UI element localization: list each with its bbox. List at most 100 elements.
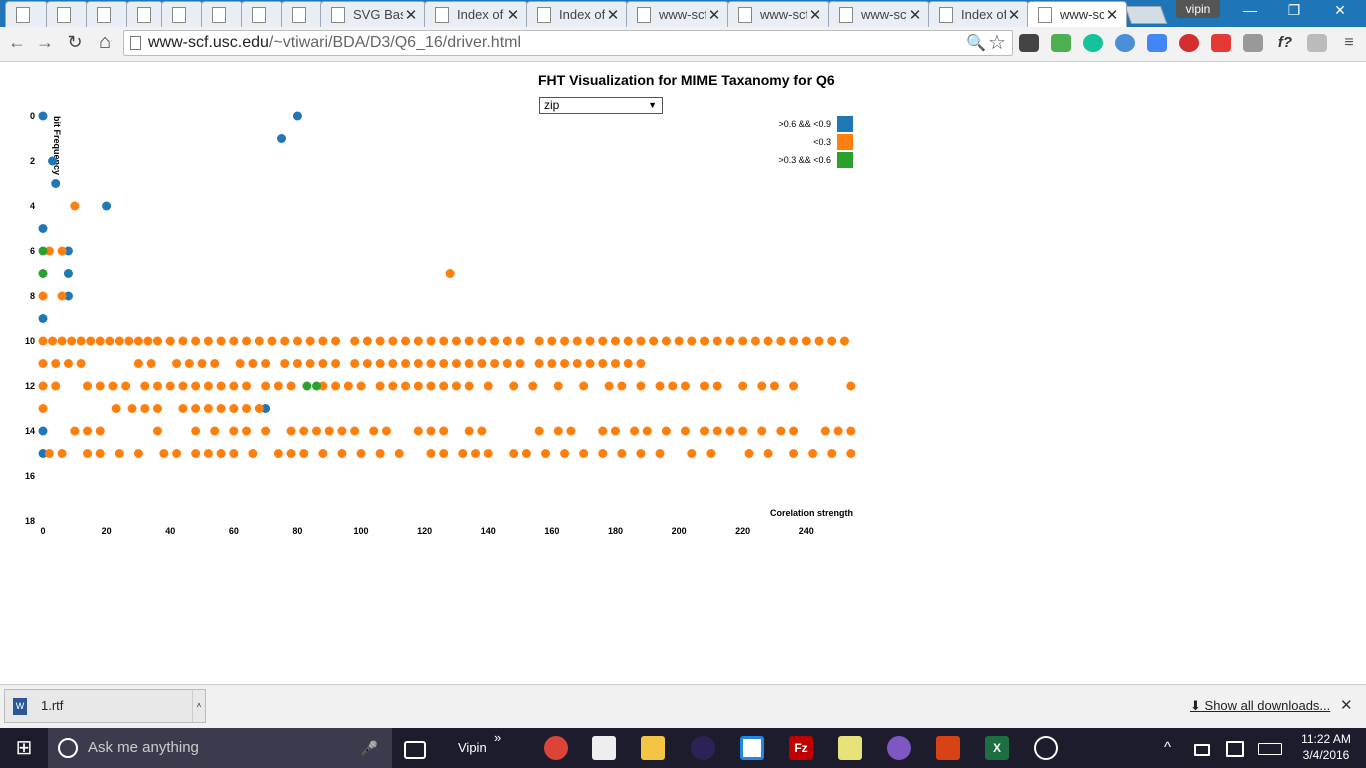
messenger-icon[interactable]	[887, 736, 911, 760]
data-point	[318, 336, 328, 346]
data-point	[521, 449, 531, 458]
data-point	[553, 381, 563, 391]
browser-tab[interactable]: Index of ✕	[526, 1, 628, 27]
system-clock[interactable]: 11:22 AM 3/4/2016	[1294, 731, 1358, 763]
grammarly-icon[interactable]	[1083, 34, 1103, 52]
browser-tab[interactable]: www-scf✕	[727, 1, 830, 27]
battery-icon[interactable]	[1194, 744, 1210, 756]
home-button[interactable]: ⌂	[98, 31, 112, 53]
zoom-icon[interactable]: 🔍	[966, 35, 986, 52]
clock-extension-icon[interactable]	[1115, 34, 1135, 52]
close-icon[interactable]: ✕	[1105, 6, 1119, 24]
browser-tab[interactable]	[241, 1, 283, 27]
data-point	[356, 381, 366, 391]
dropper-icon[interactable]	[1243, 34, 1263, 52]
browser-tab[interactable]: Index of ✕	[424, 1, 528, 27]
data-point	[152, 336, 162, 346]
eclipse-icon[interactable]	[691, 736, 715, 760]
close-icon[interactable]: ✕	[908, 6, 922, 24]
data-point	[413, 336, 423, 346]
pocket-icon[interactable]	[1019, 34, 1039, 52]
browser-tab[interactable]: www-scf✕	[626, 1, 729, 27]
close-icon[interactable]: ✕	[707, 6, 721, 24]
keyboard-icon[interactable]	[1258, 743, 1282, 755]
browser-tab[interactable]	[161, 1, 203, 27]
close-icon[interactable]: ✕	[606, 6, 620, 24]
maximize-button[interactable]: ❐	[1287, 2, 1301, 18]
new-tab-button[interactable]	[1124, 6, 1168, 24]
data-point	[789, 449, 799, 458]
chevron-up-icon[interactable]: ˄	[192, 690, 205, 722]
browser-tab[interactable]	[86, 1, 128, 27]
cortana-icon	[58, 738, 78, 758]
data-point	[178, 336, 188, 346]
formula-icon[interactable]: f?	[1277, 34, 1293, 51]
browser-tab[interactable]: www-scf✕	[828, 1, 930, 27]
close-icon[interactable]: ✕	[404, 6, 418, 24]
microphone-icon[interactable]: 🎤	[360, 740, 378, 756]
opera-icon[interactable]	[1179, 34, 1199, 52]
show-all-downloads-link[interactable]: ⬇ Show all downloads...	[1190, 698, 1330, 714]
show-all-label: Show all downloads...	[1204, 698, 1331, 713]
data-point	[111, 404, 121, 413]
y-tick-label: 10	[25, 336, 35, 346]
mail-icon[interactable]	[592, 736, 616, 760]
cortana-search-box[interactable]: Ask me anything 🎤	[48, 728, 392, 768]
close-icon[interactable]: ✕	[1007, 6, 1021, 24]
windows-start-icon[interactable]: ⊞	[15, 737, 33, 759]
close-icon[interactable]: ✕	[808, 6, 822, 24]
notes-icon[interactable]	[1307, 34, 1327, 52]
browser-tab[interactable]: SVG Basi✕	[320, 1, 426, 27]
adblock-icon[interactable]	[1211, 34, 1231, 52]
downloads-bar: W 1.rtf ˄	[0, 684, 1366, 729]
close-icon[interactable]: ✕	[506, 6, 520, 24]
forward-button[interactable]: →	[36, 32, 54, 52]
notification-icon[interactable]	[1226, 741, 1244, 757]
profile-button[interactable]: vipin	[1176, 0, 1220, 18]
browser-tab[interactable]: Index of ✕	[928, 1, 1029, 27]
back-button[interactable]: ←	[8, 32, 26, 52]
browser-tab[interactable]	[126, 1, 163, 27]
minimize-button[interactable]: —	[1243, 2, 1257, 18]
excel-icon[interactable]: X	[985, 736, 1009, 760]
data-point	[413, 426, 423, 436]
data-point	[216, 336, 226, 346]
address-bar[interactable]: www-scf.usc.edu/~vtiwari/BDA/D3/Q6_16/dr…	[123, 30, 1013, 56]
data-point	[725, 336, 735, 346]
store-icon[interactable]	[740, 736, 764, 760]
browser-tab[interactable]	[46, 1, 88, 27]
reload-button[interactable]: ↻	[67, 32, 83, 52]
data-point	[318, 381, 328, 391]
data-point	[191, 426, 201, 436]
translate-icon[interactable]	[1147, 34, 1167, 52]
task-view-icon[interactable]	[404, 741, 426, 759]
close-downloads-button[interactable]: ✕	[1340, 697, 1353, 714]
data-point	[490, 336, 500, 346]
download-icon: ⬇	[1190, 698, 1201, 713]
tray-chevron-icon[interactable]: ^	[1164, 739, 1172, 756]
toolbar-user-label[interactable]: Vipin	[458, 740, 487, 755]
mime-type-select[interactable]: zip ▼	[539, 97, 663, 114]
drive-icon[interactable]	[1051, 34, 1071, 52]
alarm-clock-icon[interactable]	[1034, 736, 1058, 760]
data-point	[124, 336, 134, 346]
toolbar-overflow-icon[interactable]: »	[494, 730, 502, 745]
data-point	[292, 111, 302, 121]
bookmark-star-icon[interactable]: ☆	[988, 32, 1006, 54]
browser-tab[interactable]	[201, 1, 243, 27]
pdf-app-icon[interactable]	[936, 736, 960, 760]
browser-tab[interactable]	[5, 1, 48, 27]
data-point	[229, 449, 239, 458]
filezilla-icon[interactable]: Fz	[789, 736, 813, 760]
menu-icon[interactable]: ≡	[1344, 34, 1354, 51]
data-point	[191, 336, 201, 346]
browser-tab[interactable]	[281, 1, 323, 27]
sticky-notes-icon[interactable]	[838, 736, 862, 760]
scatter-chart: 0 20 40 60 80 100 120 140 160 180 200 220 240 0 2 4 6 8 10…	[25, 111, 856, 536]
legend-swatch	[837, 134, 853, 150]
close-window-button[interactable]: ✕	[1334, 2, 1346, 18]
chrome-icon[interactable]	[544, 736, 568, 760]
download-item[interactable]: W 1.rtf ˄	[4, 689, 206, 723]
browser-tab[interactable]: www-scf✕	[1027, 1, 1127, 27]
file-explorer-icon[interactable]	[641, 736, 665, 760]
